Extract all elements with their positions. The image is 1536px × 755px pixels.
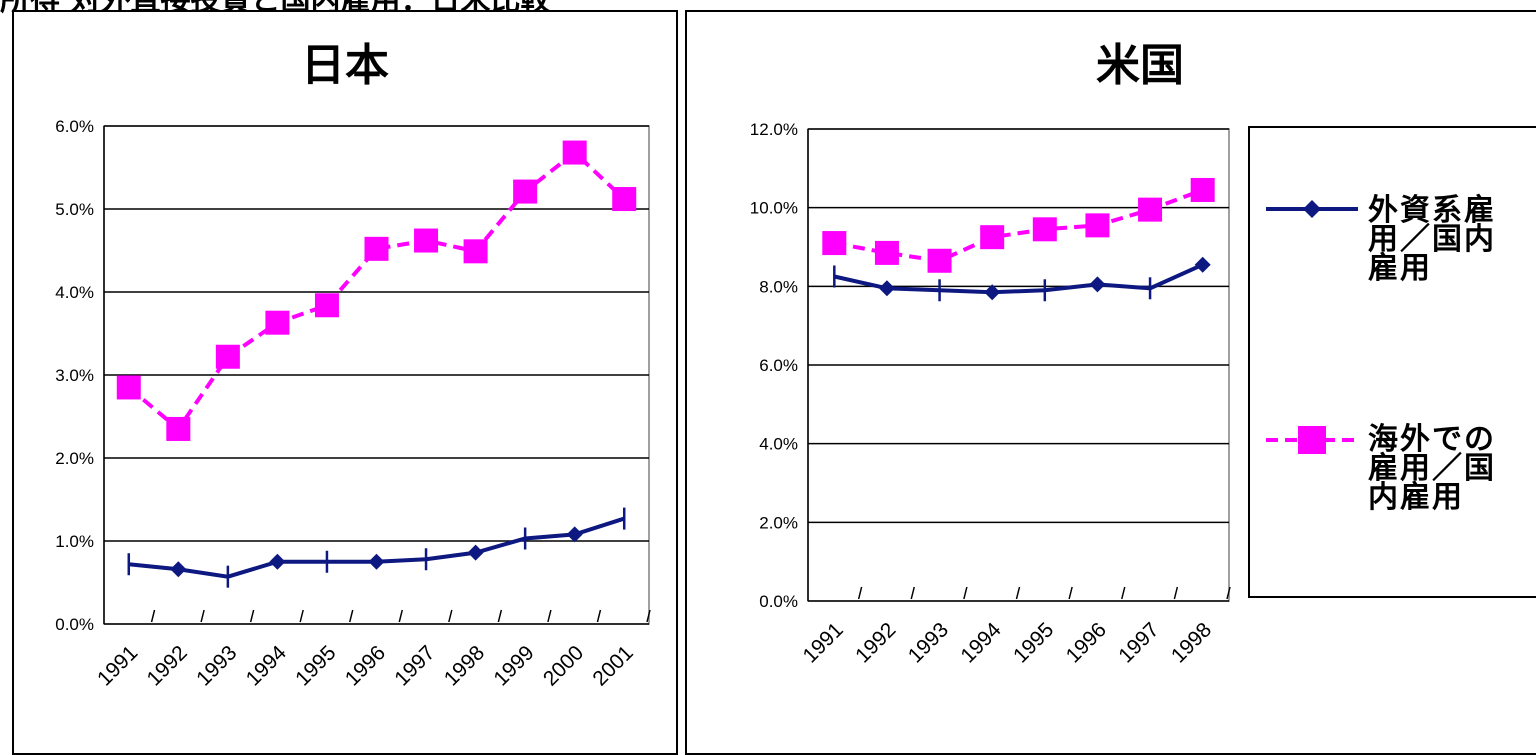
japan-xtick-mark [596,609,602,623]
japan-point-overseas [414,228,439,253]
us-xtick-mark [1226,586,1231,600]
legend-square-icon [1298,426,1326,454]
us-point-foreign [1089,276,1106,293]
us-ytick-label: 0.0% [759,592,798,611]
legend-label-line: 内雇用 [1368,480,1464,515]
japan-ytick-label: 4.0% [55,283,94,302]
us-point-overseas [1085,213,1110,238]
us-point-overseas [927,248,952,273]
us-point-overseas [980,225,1005,250]
japan-xtick-mark [299,609,304,623]
us-point-overseas [1190,177,1215,202]
legend-label-overseas-employment: 海外での 雇用／国 内雇用 [1368,422,1496,515]
us-point-foreign [878,280,895,297]
us-ytick-label: 8.0% [759,277,798,296]
japan-point-overseas [463,239,488,264]
japan-ytick-label: 5.0% [55,200,94,219]
us-point-overseas [822,231,847,256]
japan-series-line-overseas [127,149,626,432]
japan-chart-title: 日本 [301,40,389,91]
us-ytick-label: 12.0% [750,120,798,139]
japan-point-overseas [612,187,637,212]
us-xtick-mark [1068,586,1073,600]
japan-ytick-label: 6.0% [55,117,94,136]
legend-label-line: 外資系雇 [1368,193,1496,228]
japan-point-foreign [269,553,286,570]
japan-point-foreign [467,544,484,561]
japan-xtick-mark [448,609,453,623]
us-xtick-mark [1015,586,1021,600]
japan-xtick-mark [547,609,552,623]
japan-xtick-mark [497,609,503,623]
japan-ytick-label: 1.0% [55,532,94,551]
legend-label-foreign-affiliate-employment: 外資系雇 用／国内 雇用 [1368,193,1496,286]
us-point-overseas [1138,197,1163,222]
us-xtick-mark [1173,586,1179,600]
legend-label-line: 海外での [1368,422,1496,457]
japan-xtick-mark [348,609,354,623]
legend-box [1248,126,1536,598]
japan-point-overseas [364,236,389,261]
japan-xtick-mark [249,609,255,623]
legend-label-line: 用／国内 [1368,222,1496,257]
us-ytick-label: 2.0% [759,513,798,532]
japan-point-foreign [566,526,583,543]
us-ytick-label: 4.0% [759,435,798,454]
legend-label-line: 雇用 [1368,251,1432,286]
japan-point-overseas [513,179,538,204]
us-point-overseas [1032,217,1057,242]
us-series-line-foreign [833,262,1204,295]
japan-xtick-mark [200,609,205,623]
japan-point-foreign [368,553,385,570]
us-xtick-mark [857,586,863,600]
us-xtick-mark [963,586,968,600]
japan-point-overseas [265,310,290,335]
japan-point-overseas [215,344,240,369]
us-xtick-mark [1121,586,1126,600]
us-chart-title: 米国 [1096,40,1184,91]
japan-point-overseas [562,140,587,165]
us-xtick-mark [910,586,915,600]
japan-point-foreign [170,561,187,578]
japan-xtick-mark [646,609,651,623]
legend-diamond-icon [1303,200,1321,218]
us-point-foreign [1194,256,1211,273]
us-point-foreign [984,284,1001,301]
japan-xtick-mark [398,609,404,623]
us-ytick-label: 6.0% [759,356,798,375]
japan-ytick-label: 2.0% [55,449,94,468]
japan-point-overseas [116,375,141,400]
japan-ytick-label: 0.0% [55,615,94,634]
japan-point-overseas [166,416,191,441]
japan-xtick-mark [150,609,156,623]
us-ytick-label: 10.0% [750,199,798,218]
japan-point-overseas [314,293,339,318]
us-point-overseas [874,240,899,265]
legend-label-line: 雇用／国 [1368,451,1496,486]
japan-ytick-label: 3.0% [55,366,94,385]
